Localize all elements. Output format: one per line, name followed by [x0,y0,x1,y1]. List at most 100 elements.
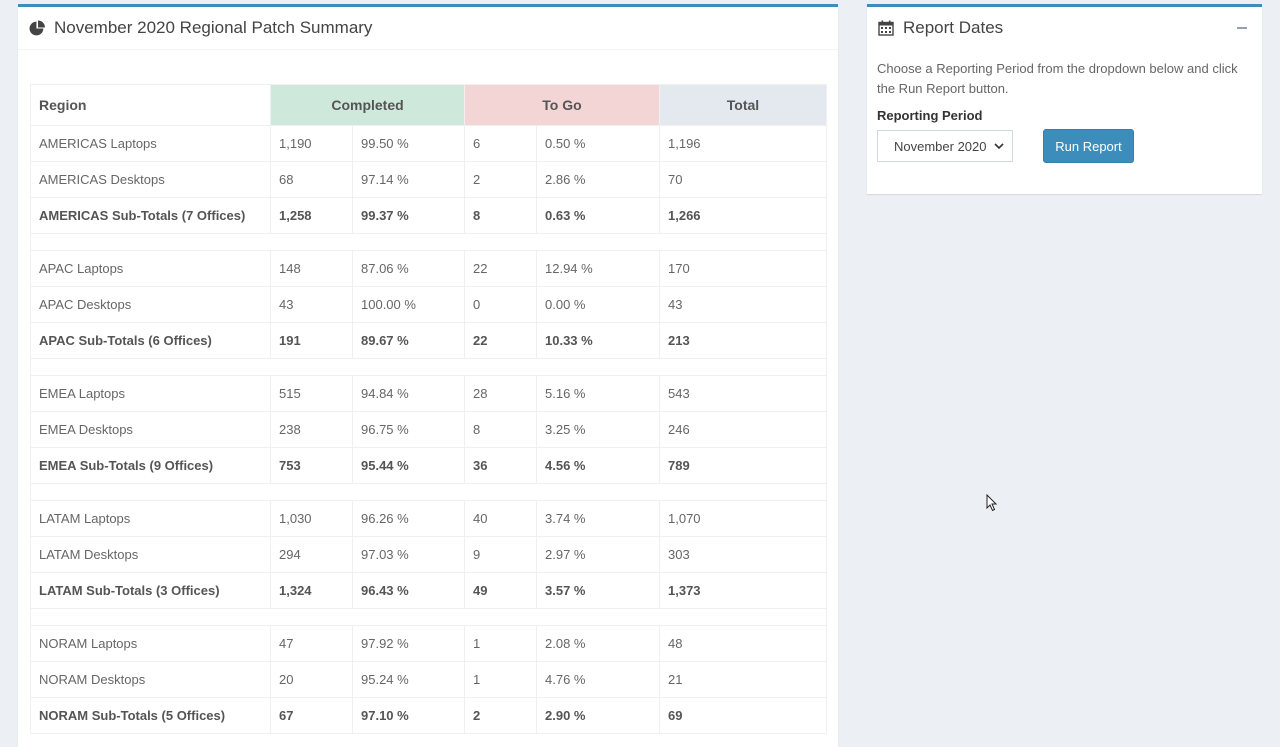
report-dates-title: Report Dates [903,18,1004,37]
summary-table-body: AMERICAS Laptops 1,190 99.50 % 6 0.50 % 1,196… [30,125,827,734]
cell-region: AMERICAS Sub-Totals (7 Offices) [30,197,271,234]
reporting-period-select[interactable]: November 2020 [877,130,1013,162]
cell-t-count: 8 [464,411,537,448]
cell-region: EMEA Sub-Totals (9 Offices) [30,447,271,484]
cell-region: APAC Sub-Totals (6 Offices) [30,322,271,359]
cell-t-count: 22 [464,322,537,359]
cell-t-pct: 3.74 % [536,500,660,537]
patch-summary-table: Region Completed To Go Total AMERICAS La… [30,84,827,734]
report-dates-header: Report Dates [867,7,1262,49]
cell-c-count: 67 [270,697,353,734]
cell-total: 70 [659,161,827,198]
summary-title: November 2020 Regional Patch Summary [54,18,373,37]
selected-period: November 2020 [894,138,987,154]
cell-region: LATAM Desktops [30,536,271,573]
cell-t-count: 2 [464,697,537,734]
cell-c-count: 1,030 [270,500,353,537]
group-spacer [30,608,827,626]
cell-t-count: 40 [464,500,537,537]
cell-t-count: 49 [464,572,537,609]
cell-region: APAC Laptops [30,250,271,287]
cell-total: 69 [659,697,827,734]
cell-total: 1,196 [659,125,827,162]
cell-total: 543 [659,375,827,412]
cell-t-pct: 2.97 % [536,536,660,573]
report-dates-body: Choose a Reporting Period from the dropd… [867,49,1262,173]
subtotal-row: APAC Sub-Totals (6 Offices) 191 89.67 % 22 1… [30,322,827,359]
cell-c-pct: 97.14 % [352,161,465,198]
subtotal-row: EMEA Sub-Totals (9 Offices) 753 95.44 % 36 4… [30,447,827,484]
table-row: NORAM Desktops 20 95.24 % 1 4.76 % 21 [30,661,827,698]
table-row: APAC Laptops 148 87.06 % 22 12.94 % 170 [30,250,827,287]
table-row: LATAM Desktops 294 97.03 % 9 2.97 % 303 [30,536,827,573]
cell-c-count: 1,190 [270,125,353,162]
cell-c-pct: 99.37 % [352,197,465,234]
cell-t-pct: 10.33 % [536,322,660,359]
group-spacer [30,483,827,501]
cell-total: 1,373 [659,572,827,609]
cell-t-count: 6 [464,125,537,162]
cell-c-count: 1,324 [270,572,353,609]
spacer-cell [30,358,827,376]
table-row: LATAM Laptops 1,030 96.26 % 40 3.74 % 1,070 [30,500,827,537]
subtotal-row: AMERICAS Sub-Totals (7 Offices) 1,258 99.3… [30,197,827,234]
cell-total: 170 [659,250,827,287]
cell-c-count: 47 [270,625,353,662]
cell-t-count: 22 [464,250,537,287]
report-dates-panel: Report Dates Choose a Reporting Period f… [867,4,1262,194]
cell-total: 1,266 [659,197,827,234]
mouse-cursor-icon [986,494,998,512]
cell-region: APAC Desktops [30,286,271,323]
cell-total: 43 [659,286,827,323]
cell-c-count: 20 [270,661,353,698]
cell-t-pct: 2.86 % [536,161,660,198]
cell-t-pct: 0.00 % [536,286,660,323]
cell-region: LATAM Laptops [30,500,271,537]
cell-t-count: 1 [464,661,537,698]
cell-region: NORAM Desktops [30,661,271,698]
cell-total: 213 [659,322,827,359]
cell-c-pct: 95.44 % [352,447,465,484]
calendar-icon [877,19,895,37]
minus-icon [1237,27,1247,29]
cell-c-count: 148 [270,250,353,287]
cell-t-count: 8 [464,197,537,234]
table-row: EMEA Laptops 515 94.84 % 28 5.16 % 543 [30,375,827,412]
cell-c-count: 238 [270,411,353,448]
cell-region: EMEA Laptops [30,375,271,412]
subtotal-row: NORAM Sub-Totals (5 Offices) 67 97.10 % 2 2.… [30,697,827,734]
table-row: NORAM Laptops 47 97.92 % 1 2.08 % 48 [30,625,827,662]
cell-total: 21 [659,661,827,698]
cell-region: EMEA Desktops [30,411,271,448]
cell-c-count: 294 [270,536,353,573]
cell-t-pct: 0.63 % [536,197,660,234]
cell-c-count: 1,258 [270,197,353,234]
chevron-down-icon [994,142,1004,149]
cell-t-pct: 12.94 % [536,250,660,287]
cell-c-pct: 96.75 % [352,411,465,448]
table-row: AMERICAS Laptops 1,190 99.50 % 6 0.50 % 1,196 [30,125,827,162]
cell-c-pct: 99.50 % [352,125,465,162]
collapse-button[interactable] [1236,21,1248,35]
spacer-cell [30,608,827,626]
cell-total: 789 [659,447,827,484]
cell-region: AMERICAS Desktops [30,161,271,198]
cell-c-pct: 89.67 % [352,322,465,359]
cell-total: 246 [659,411,827,448]
cell-t-count: 2 [464,161,537,198]
cell-c-count: 43 [270,286,353,323]
cell-c-pct: 95.24 % [352,661,465,698]
cell-region: NORAM Sub-Totals (5 Offices) [30,697,271,734]
cell-c-pct: 94.84 % [352,375,465,412]
run-report-button[interactable]: Run Report [1043,129,1134,163]
cell-total: 1,070 [659,500,827,537]
group-spacer [30,233,827,251]
pie-chart-icon [28,19,46,37]
cell-t-pct: 0.50 % [536,125,660,162]
cell-c-pct: 100.00 % [352,286,465,323]
cell-c-pct: 97.92 % [352,625,465,662]
cell-t-count: 36 [464,447,537,484]
cell-c-count: 191 [270,322,353,359]
cell-t-count: 9 [464,536,537,573]
cell-t-pct: 2.08 % [536,625,660,662]
